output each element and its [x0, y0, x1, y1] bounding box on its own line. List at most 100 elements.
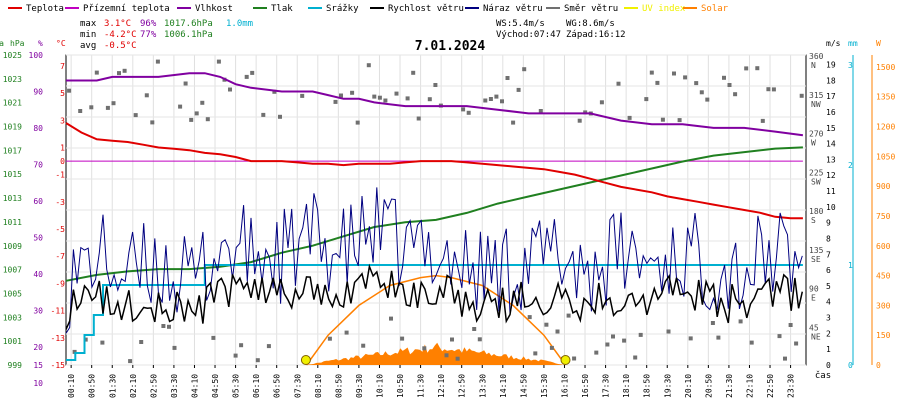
- wind-dir-point: [183, 81, 188, 86]
- left-tick: 1013: [3, 194, 22, 203]
- wind-dir-point: [372, 94, 377, 99]
- legend-label-9: Solar: [701, 4, 729, 14]
- wind-dir-point: [400, 336, 405, 341]
- legend: Teplota Přízemní teplota Vlhkost Tlak Srážky…: [8, 4, 729, 14]
- celsius-tick: -15: [51, 361, 66, 370]
- x-tick-label-22: 14:50: [519, 374, 528, 398]
- celsius-tick: 1: [60, 143, 65, 152]
- wind-dir-point: [83, 337, 88, 342]
- wind-dir-point: [416, 116, 421, 121]
- x-tick-label-24: 16:10: [560, 374, 569, 398]
- rain-total: 1.0mm: [226, 19, 253, 29]
- wind-dir-point: [255, 358, 260, 363]
- x-tick-label-32: 21:30: [725, 374, 734, 398]
- dir-tick: 90: [809, 285, 819, 294]
- wind-dir-point: [644, 97, 649, 102]
- wind-dir-point: [172, 345, 177, 350]
- wind-dir-point: [178, 104, 183, 109]
- wind-dir-point: [300, 93, 305, 98]
- wind-dir-point: [278, 114, 282, 119]
- wind-dir-point: [339, 93, 343, 98]
- wind-dir-point: [133, 113, 138, 118]
- wind-dir-point: [105, 105, 110, 110]
- wind-dir-point: [660, 117, 665, 122]
- w-tick: 300: [876, 301, 891, 310]
- wind-dir-point: [699, 90, 704, 95]
- wind-dir-point: [150, 120, 155, 125]
- ms-tick: 2: [826, 329, 831, 338]
- sunset: Západ:16:12: [566, 30, 626, 40]
- x-tick-label-30: 20:10: [684, 374, 693, 398]
- wind-dir-point: [327, 336, 332, 341]
- max-press: 1017.6hPa: [164, 19, 213, 29]
- x-tick-label-33: 22:10: [745, 374, 754, 398]
- left-tick: 1001: [3, 337, 22, 346]
- min-hum: 77%: [140, 30, 157, 40]
- w-tick: 1350: [876, 93, 895, 102]
- wind-dir-point: [261, 112, 266, 117]
- left-tick: 1023: [3, 75, 22, 84]
- sunrise-marker: [300, 355, 311, 365]
- wind-dir-point: [622, 338, 627, 343]
- dir-label: SW: [811, 177, 821, 186]
- x-tick-label-9: 06:10: [252, 374, 261, 398]
- pct-tick: 20: [33, 343, 43, 352]
- x-tick-label-26: 17:30: [602, 374, 611, 398]
- dir-tick: 180: [809, 207, 824, 216]
- wind-dir-point: [594, 350, 599, 355]
- w-tick: 1500: [876, 63, 895, 72]
- ms-tick: 3: [826, 314, 831, 323]
- left-tick: 1025: [3, 51, 22, 60]
- wind-dir-point: [394, 91, 399, 96]
- wind-dir-point: [783, 356, 787, 361]
- wind-dir-point: [350, 90, 355, 95]
- wind-dir-point: [544, 322, 549, 327]
- chart-title: 7.01.2024: [415, 39, 486, 54]
- wind-dir-point: [722, 75, 726, 80]
- wind-dir-point: [516, 87, 521, 92]
- legend-label-8: UV index: [642, 4, 686, 14]
- wind-dir-point: [194, 111, 199, 116]
- ms-tick: 17: [826, 92, 836, 101]
- x-tick-label-6: 04:10: [190, 374, 199, 398]
- wind-dir-point: [67, 88, 72, 93]
- avg-label: avg: [80, 41, 96, 51]
- wind-dir-point: [633, 355, 638, 360]
- ms-tick: 14: [826, 140, 836, 149]
- wind-dir-point: [450, 337, 454, 342]
- wind-dir-point: [466, 110, 471, 115]
- dir-tick: 135: [809, 246, 824, 255]
- ms-tick: 10: [826, 203, 836, 212]
- dir-label: NW: [811, 100, 821, 109]
- left-tick: 1021: [3, 99, 22, 108]
- celsius-tick: -7: [55, 252, 65, 261]
- wind-dir-point: [111, 101, 116, 106]
- wind-dir-point: [211, 335, 216, 340]
- wind-dir-point: [616, 81, 621, 86]
- wind-dir-point: [189, 117, 194, 122]
- wind-dir-point: [666, 329, 671, 334]
- wind-dir-point: [239, 343, 244, 348]
- min-label: min: [80, 30, 96, 40]
- legend-label-7: Směr větru: [564, 4, 618, 14]
- wind-gust-line: [65, 187, 803, 334]
- wind-dir-point: [89, 105, 94, 110]
- pct-tick: 100: [29, 51, 44, 60]
- x-tick-label-7: 04:50: [211, 374, 220, 398]
- wind-dir-point: [117, 71, 121, 76]
- left-tick: 999: [8, 361, 23, 370]
- axis-unit: hPa: [0, 39, 4, 48]
- w-tick: 1050: [876, 152, 895, 161]
- w-tick: 0: [876, 361, 881, 370]
- dir-tick: 45: [809, 323, 819, 332]
- legend-label-3: Tlak: [271, 4, 293, 14]
- wind-dir-point: [716, 335, 721, 340]
- wind-dir-point: [733, 92, 738, 97]
- mm-tick: 2: [848, 161, 853, 170]
- w-tick: 900: [876, 182, 891, 191]
- max-temp: 3.1°C: [104, 19, 131, 29]
- wind-dir-point: [233, 353, 238, 358]
- celsius-tick: -13: [51, 334, 66, 343]
- x-tick-label-14: 09:30: [355, 374, 364, 398]
